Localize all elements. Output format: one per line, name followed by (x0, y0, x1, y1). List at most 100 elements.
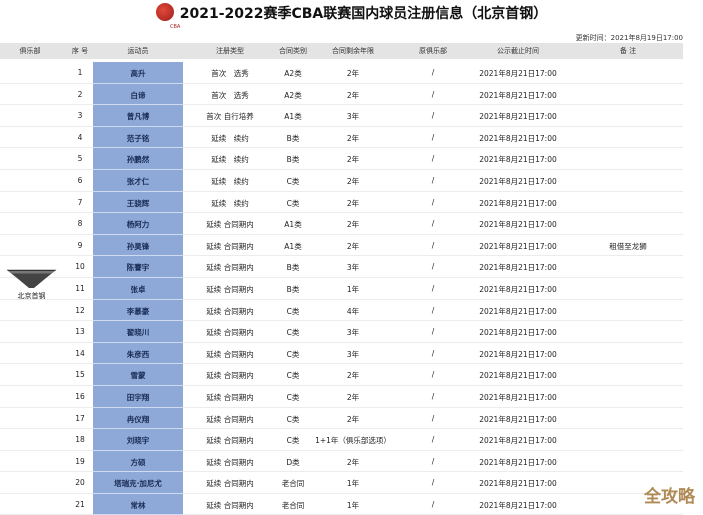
reg-type: 延续 合同期内 (206, 479, 254, 489)
player-name: 雪蒙 (130, 371, 146, 381)
deadline: 2021年8月21日17:00 (479, 69, 557, 78)
player-name: 冉仪翔 (126, 414, 150, 424)
player-cell (93, 450, 183, 473)
years-left: 3年 (346, 263, 360, 273)
player-cell (93, 191, 183, 214)
table-body: 1 高升 首次 选秀 A2类 2年/2021年8月21日17:00 2 白谛 首次 选秀 A2类… (0, 62, 683, 515)
cba-logo-icon (155, 3, 174, 21)
reg-type: 延续 合同期内 (206, 284, 254, 294)
player-name: 塔瑞克·加尼尤 (114, 479, 162, 489)
reg-type: 延续 续约 (211, 176, 249, 186)
reg-type: 首次 选秀 (211, 90, 249, 100)
table-row: 12 李慕豪 延续 合同期内 C类 4年 / 2021年8月21日17:00 (0, 299, 683, 322)
contract-cat: D类 (286, 457, 300, 467)
row-no: 18 (75, 435, 85, 445)
deadline: 2021年8月21日17:00 (479, 436, 557, 446)
contract-cat: A1类 (284, 112, 302, 122)
reg-type: 延续 合同期内 (206, 328, 254, 338)
club-emblem-icon (6, 269, 57, 288)
deadline: 2021年8月21日17:00 (479, 241, 557, 251)
player-cell (93, 385, 183, 408)
orig-club: / (431, 305, 435, 315)
table-row: 9 孙昊锋 延续 合同期内 A1类 2年 / 2021年8月21日17:00 租借至龙狮 (0, 234, 683, 257)
years-left: 2年 (346, 392, 360, 402)
header-years: 合同剩余年限 (332, 47, 374, 55)
table-row: 16 田宇翔 延续 合同期内 C类 2年 / 2021年8月21日17:00 (0, 385, 683, 408)
player-name: 孙鹏然 (126, 155, 150, 165)
player-cell (93, 342, 183, 365)
player-name: 王骁辉 (126, 198, 150, 208)
row-no: 3 (77, 111, 83, 121)
table-row: 4 范子铭 延续 续约 B类 2年 / 2021年8月21日17:00 (0, 126, 683, 149)
player-name: 张卓 (130, 284, 146, 294)
player-name: 常林 (130, 500, 146, 510)
years-left: 3年 (346, 349, 360, 359)
player-cell (93, 429, 183, 451)
player-cell (93, 277, 183, 300)
orig-club: / (431, 456, 435, 466)
header-deadline: 公示截止时间 (497, 47, 539, 55)
contract-cat: A2类 (284, 90, 302, 100)
player-name: 白谛 (130, 90, 146, 100)
reg-type: 延续 合同期内 (206, 371, 254, 381)
player-cell (93, 321, 183, 343)
player-cell (93, 472, 183, 494)
player-name: 孙昊锋 (126, 241, 150, 251)
reg-type: 延续 合同期内 (206, 414, 254, 424)
deadline: 2021年8月21日17:00 (479, 500, 557, 510)
club-name: 北京首钢 (17, 292, 46, 300)
header-note: 备 注 (619, 47, 637, 55)
deadline: 2021年8月21日17:00 (479, 220, 557, 230)
years-left: 1+1年（俱乐部选项） (315, 436, 391, 446)
reg-type: 延续 合同期内 (206, 263, 254, 273)
row-no: 14 (75, 348, 85, 358)
table-row: 5 孙鹏然 延续 续约 B类 2年 / 2021年8月21日17:00 (0, 148, 683, 170)
orig-club: / (431, 175, 435, 185)
header-player: 运动员 (127, 47, 149, 55)
row-no: 9 (77, 240, 83, 250)
table-row: 18 刘晓宇 延续 合同期内 C类 1+1年（俱乐部选项） / 2021年8月21日17:0… (0, 429, 683, 451)
watermark: 全攻略 (644, 487, 695, 507)
player-cell (93, 126, 183, 149)
update-time: 更新时间：2021年8月19日17:00 (575, 34, 683, 42)
deadline: 2021年8月21日17:00 (479, 90, 557, 100)
deadline: 2021年8月21日17:00 (479, 392, 557, 402)
player-cell (93, 62, 183, 84)
contract-cat: C类 (286, 392, 300, 402)
row-no: 8 (77, 219, 83, 229)
table-row: 19 方硕 延续 合同期内 D类 2年 / 2021年8月21日17:00 (0, 450, 683, 473)
orig-club: / (431, 154, 435, 164)
row-no: 10 (75, 262, 85, 272)
reg-type: 延续 合同期内 (206, 392, 254, 402)
table-row: 2 白谛 首次 选秀 A2类 2年 / 2021年8月21日17:00 (0, 83, 683, 106)
table-row: 10 陈謇宇 延续 合同期内 B类 3年 / 2021年8月21日17:00 (0, 256, 683, 278)
player-cell (93, 299, 183, 322)
row-no: 1 (77, 68, 83, 77)
row-no: 16 (75, 391, 85, 401)
contract-cat: B类 (286, 284, 300, 294)
player-name: 翟晓川 (126, 328, 150, 338)
years-left: 2年 (346, 155, 360, 165)
reg-type: 延续 合同期内 (206, 457, 254, 467)
player-cell (93, 213, 183, 235)
table-row: 11 张卓 延续 合同期内 B类 1年 / 2021年8月21日17:00 (0, 277, 683, 300)
reg-type: 延续 合同期内 (206, 306, 254, 316)
row-no: 7 (77, 197, 83, 207)
player-name: 方硕 (130, 457, 146, 467)
table-row: 3 曾凡博 首次 自行培养 A1类 3年 / 2021年8月21日17:00 (0, 105, 683, 127)
player-cell (93, 407, 183, 430)
years-left: 2年 (346, 457, 360, 467)
contract-cat: C类 (286, 371, 300, 381)
row-no: 5 (77, 154, 83, 164)
row-no: 17 (75, 413, 85, 423)
player-name: 陈謇宇 (126, 263, 150, 273)
contract-cat: C类 (286, 349, 300, 359)
deadline: 2021年8月21日17:00 (479, 198, 557, 208)
player-name: 李慕豪 (126, 306, 150, 316)
table-row: 20 塔瑞克·加尼尤 延续 合同期内 老合同 1年 / 2021年8月21日17:00 (0, 472, 683, 494)
deadline: 2021年8月21日17:00 (479, 479, 557, 489)
row-no: 4 (77, 132, 83, 142)
row-no: 21 (75, 499, 85, 509)
deadline: 2021年8月21日17:00 (479, 112, 557, 122)
years-left: 2年 (346, 69, 360, 78)
